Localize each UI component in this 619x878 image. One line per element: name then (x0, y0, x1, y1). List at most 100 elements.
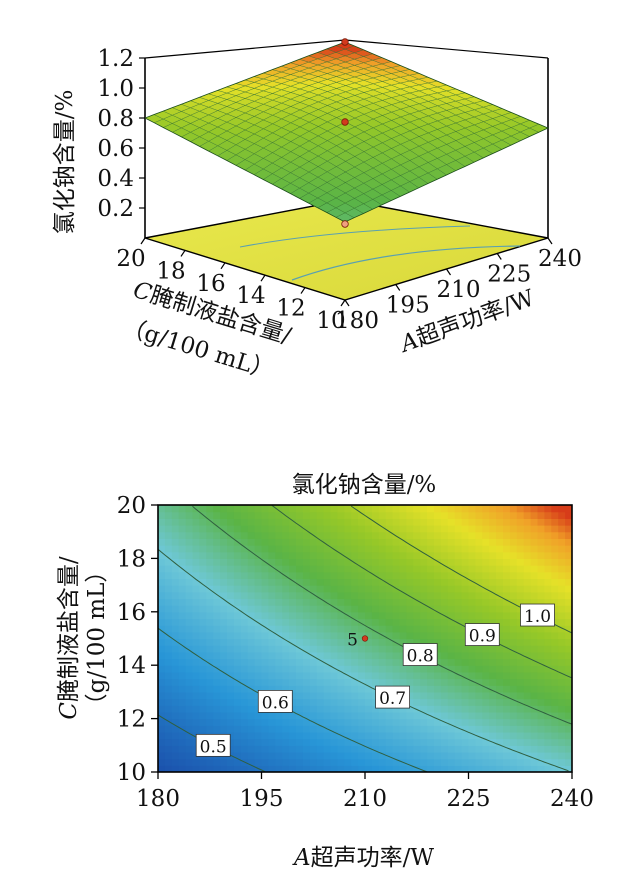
contour-cell (358, 745, 366, 753)
contour-cell (344, 551, 352, 559)
contour-cell (427, 525, 435, 533)
contour-cell (496, 618, 504, 626)
contour-cell (316, 505, 325, 513)
contour-cell (296, 551, 304, 559)
contour-cell (158, 631, 166, 640)
contour-cell (503, 711, 511, 720)
contour-cell (358, 598, 366, 606)
contour-cell (158, 658, 166, 666)
contour-cell (268, 545, 276, 553)
contour-cell (268, 665, 276, 673)
contour-cell (358, 658, 366, 666)
contour-cell (275, 671, 283, 680)
contour-cell (454, 645, 463, 653)
contour-cell (171, 725, 180, 733)
contour-cell (254, 658, 263, 666)
contour-cell (509, 578, 518, 586)
contour-cell (213, 685, 221, 693)
contour-cell (516, 598, 525, 606)
contour-cell (475, 525, 483, 533)
contour-cell (475, 511, 483, 519)
contour-cell (164, 558, 173, 566)
contour-cell (482, 678, 490, 686)
contour-cell (171, 511, 180, 519)
contour-cell (233, 705, 242, 713)
contour-cell (192, 565, 200, 573)
contour-cell (447, 531, 456, 539)
x3d-tick-label: 225 (487, 262, 531, 288)
contour-cell (482, 558, 490, 566)
contour-cell (454, 511, 463, 519)
contour-cell (358, 545, 366, 553)
contour-cell (544, 745, 552, 753)
contour-cell (365, 611, 373, 620)
contour-label: 0.6 (257, 690, 293, 713)
contour-cell (227, 578, 235, 586)
contour-cell (385, 598, 394, 606)
contour-cell (206, 665, 214, 673)
contour-cell (551, 745, 559, 753)
contour-cell (185, 611, 194, 620)
contour-cell (199, 645, 207, 653)
contour-cell (399, 638, 407, 646)
contour-cell (365, 531, 373, 539)
contour-cell (434, 751, 442, 760)
center-point-marker (361, 635, 369, 642)
contour-cell (247, 605, 256, 613)
contour-cell (434, 531, 442, 539)
contour-cell (309, 725, 318, 733)
contour-cell (185, 725, 194, 733)
contour-cell (227, 645, 235, 653)
contour-cell (220, 565, 228, 573)
contour-cell (461, 738, 470, 746)
contour-cell (544, 691, 552, 700)
contour-cell (565, 598, 572, 606)
contour-cell (482, 658, 490, 666)
contour-cell (220, 591, 228, 600)
contour-cell (206, 558, 214, 566)
contour-cell (565, 718, 572, 726)
contour-cell (296, 591, 304, 600)
contour-cell (509, 731, 518, 740)
contour-cell (192, 705, 200, 713)
surface-design-points (341, 38, 349, 228)
contour-cell (509, 525, 518, 533)
contour-cell (544, 765, 552, 772)
contour-cell (447, 605, 456, 613)
contour-cell (351, 578, 359, 586)
contour-cell (503, 725, 511, 733)
contour-cell (330, 691, 338, 700)
contour-cell (420, 525, 428, 533)
contour-cell (461, 718, 470, 726)
contour-cell (365, 698, 373, 706)
contour-cell (206, 525, 214, 533)
contour-cell (302, 565, 311, 573)
z-axis-label: 氯化钠含量/% (52, 90, 78, 235)
contour-cell (544, 538, 552, 546)
contour-cell (537, 738, 545, 746)
contour-cell (337, 725, 345, 733)
contour-cell (254, 711, 263, 720)
contour-cell (482, 511, 490, 519)
contour-cell (406, 551, 414, 559)
contour-cell (454, 618, 463, 626)
contour-cell (516, 571, 525, 580)
contour-cell (496, 738, 504, 746)
contour-cell (537, 711, 545, 720)
contour-cell (296, 731, 304, 740)
contour-cell (330, 605, 338, 613)
contour-cell (461, 571, 470, 580)
contour-cell (302, 718, 311, 726)
contour-cell (240, 558, 249, 566)
contour-cell (461, 745, 470, 753)
contour-cell (192, 638, 200, 646)
contour-cell (358, 625, 366, 633)
contour-cell (178, 645, 187, 653)
contour-cell (351, 745, 359, 753)
contour-cell (227, 738, 235, 746)
contour-cell (489, 705, 497, 713)
contour-cell (447, 758, 456, 766)
contour-cell (406, 725, 414, 733)
contour-cell (351, 511, 359, 519)
contour-cell (475, 698, 483, 706)
